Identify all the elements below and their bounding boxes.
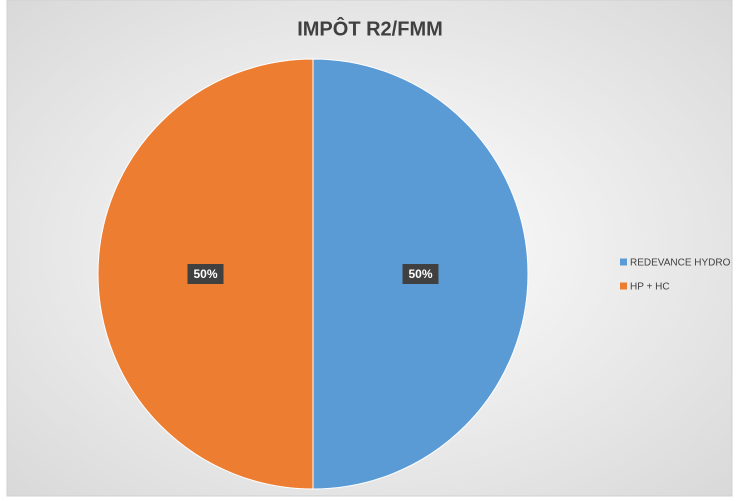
data-label-box [187, 264, 224, 284]
data-label-box [402, 264, 439, 284]
legend-swatch [620, 282, 627, 290]
legend-swatch [620, 258, 627, 266]
legend-label: REDEVANCE HYDRO [630, 258, 731, 269]
chart-title: IMPÔT R2/FMM [297, 16, 443, 40]
data-label: 50% [193, 267, 217, 281]
data-label: 50% [408, 267, 432, 281]
legend-label: HP + HC [630, 282, 670, 293]
